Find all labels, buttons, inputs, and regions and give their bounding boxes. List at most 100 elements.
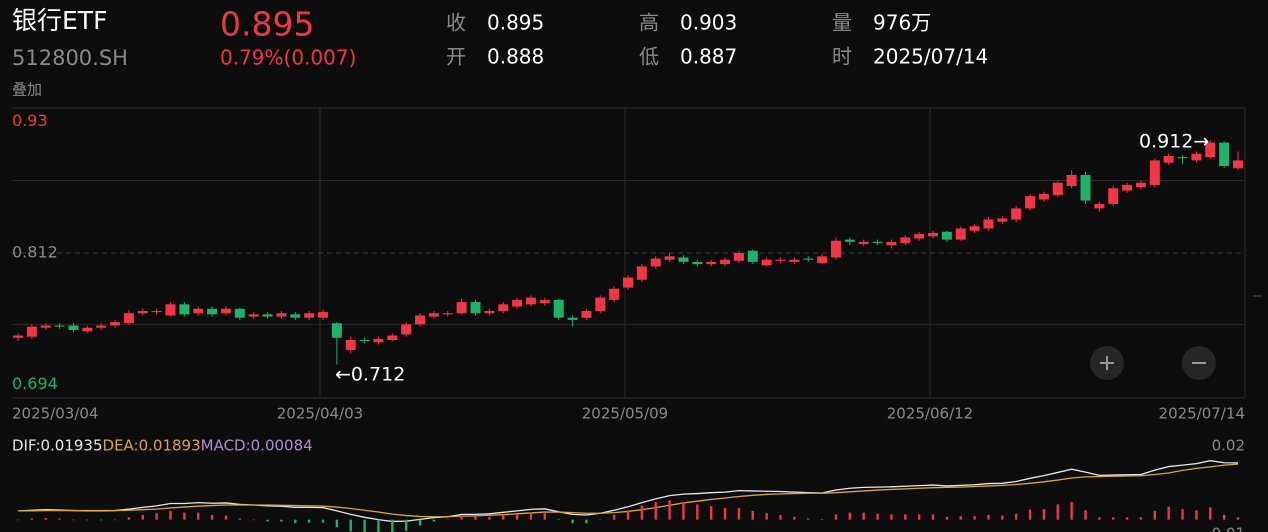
macd-bar bbox=[862, 512, 865, 520]
legend-entry: DIF:0.01935 bbox=[12, 437, 103, 455]
candle-body bbox=[54, 325, 65, 327]
macd-bar bbox=[280, 519, 283, 522]
macd-bar bbox=[1042, 509, 1046, 520]
overlay-button[interactable]: 叠加 bbox=[12, 81, 42, 99]
x-tick-label: 2025/07/14 bbox=[1159, 405, 1245, 423]
candle-body bbox=[415, 315, 426, 325]
macd-bar bbox=[1084, 510, 1087, 520]
zoom-in-button[interactable] bbox=[1090, 346, 1124, 380]
legend-entry: DEA:0.01893 bbox=[103, 437, 201, 455]
candle-body bbox=[26, 326, 37, 337]
price-change: 0.79%(0.007) bbox=[220, 46, 356, 70]
candle-body bbox=[1149, 160, 1160, 185]
candle-body bbox=[1108, 188, 1119, 204]
macd-bar bbox=[252, 519, 255, 521]
candle-body bbox=[844, 239, 855, 242]
candle-body bbox=[1233, 160, 1243, 169]
candle-body bbox=[706, 261, 717, 265]
stat-value: 0.903 bbox=[680, 11, 737, 35]
candle-body bbox=[1135, 182, 1146, 188]
macd-bar bbox=[86, 519, 89, 521]
candle-body bbox=[179, 304, 190, 315]
candle-body bbox=[1066, 174, 1077, 187]
macd-bar bbox=[238, 518, 242, 520]
macd-bar bbox=[404, 519, 408, 531]
stat-value: 0.895 bbox=[487, 11, 544, 35]
candle-body bbox=[872, 241, 883, 243]
macd-bar bbox=[197, 512, 200, 520]
macd-bar bbox=[16, 519, 20, 521]
macd-bar bbox=[294, 519, 297, 524]
macd-bar bbox=[557, 519, 560, 520]
candle-body bbox=[928, 232, 938, 237]
macd-bar bbox=[1153, 510, 1157, 520]
macd-bar bbox=[224, 515, 228, 520]
candle-body bbox=[498, 304, 509, 311]
candle-body bbox=[96, 325, 107, 328]
candle-body bbox=[775, 259, 786, 261]
candle-body bbox=[789, 259, 800, 262]
candle-body bbox=[151, 311, 162, 313]
macd-bar bbox=[307, 519, 311, 523]
candle-body bbox=[747, 250, 758, 262]
candle-body bbox=[1205, 142, 1216, 158]
macd-bar bbox=[391, 519, 394, 532]
stat-label: 时 bbox=[832, 45, 852, 69]
macd-bar bbox=[1028, 509, 1032, 520]
macd-bar bbox=[834, 514, 838, 520]
candle-body bbox=[886, 241, 897, 246]
zoom-out-button[interactable] bbox=[1182, 346, 1216, 380]
stat-value: 0.888 bbox=[487, 45, 544, 69]
macd-bar bbox=[460, 516, 463, 520]
macd-bar bbox=[585, 519, 588, 524]
candle-body bbox=[193, 308, 204, 314]
candle-body bbox=[1177, 157, 1188, 159]
macd-bar bbox=[820, 519, 824, 520]
candle-body bbox=[941, 231, 952, 240]
macd-bar bbox=[973, 516, 976, 520]
macd-bar bbox=[349, 519, 352, 532]
candle-body bbox=[609, 288, 620, 300]
macd-bar bbox=[1014, 513, 1018, 520]
macd-bar bbox=[807, 518, 810, 520]
candle-body bbox=[512, 299, 523, 307]
macd-bar bbox=[765, 513, 768, 520]
macd-bar bbox=[432, 519, 436, 522]
macd-bar bbox=[1056, 504, 1059, 520]
macd-bar bbox=[793, 516, 796, 520]
macd-bar bbox=[696, 504, 699, 520]
macd-bar bbox=[654, 502, 657, 520]
candle-body bbox=[359, 340, 370, 342]
stat-value: 2025/07/14 bbox=[873, 45, 988, 69]
x-tick-label: 2025/05/09 bbox=[582, 405, 668, 423]
candle-body bbox=[68, 325, 79, 330]
macd-bar bbox=[72, 519, 75, 521]
macd-bar bbox=[779, 514, 782, 520]
candle-body bbox=[997, 218, 1008, 222]
macd-bar bbox=[571, 519, 574, 524]
candle-body bbox=[1025, 196, 1036, 209]
macd-bar bbox=[113, 519, 117, 521]
macd-bar bbox=[127, 517, 131, 520]
macd-bar bbox=[1167, 506, 1170, 520]
macd-bar bbox=[1195, 510, 1198, 520]
candle-body bbox=[955, 228, 966, 240]
plus-icon[interactable] bbox=[1100, 356, 1114, 370]
macd-bar bbox=[612, 514, 616, 520]
candle-body bbox=[123, 313, 134, 324]
macd-bar bbox=[515, 513, 519, 520]
price-chart: 0.93 0.812 0.694 2025/03/04 2025/04/03 2025/0… bbox=[12, 107, 1246, 423]
candle-body bbox=[650, 258, 661, 267]
macd-bar bbox=[335, 519, 339, 528]
x-tick-label: 2025/06/12 bbox=[887, 405, 973, 423]
macd-bar bbox=[155, 513, 158, 520]
macd-bar bbox=[210, 514, 214, 520]
candle-body bbox=[1011, 208, 1022, 220]
macd-bar bbox=[44, 517, 47, 520]
candle-body bbox=[40, 325, 51, 328]
candle-body bbox=[1163, 155, 1174, 163]
candle-body bbox=[484, 311, 495, 314]
candle-body bbox=[331, 323, 342, 338]
candle-body bbox=[1080, 174, 1091, 201]
